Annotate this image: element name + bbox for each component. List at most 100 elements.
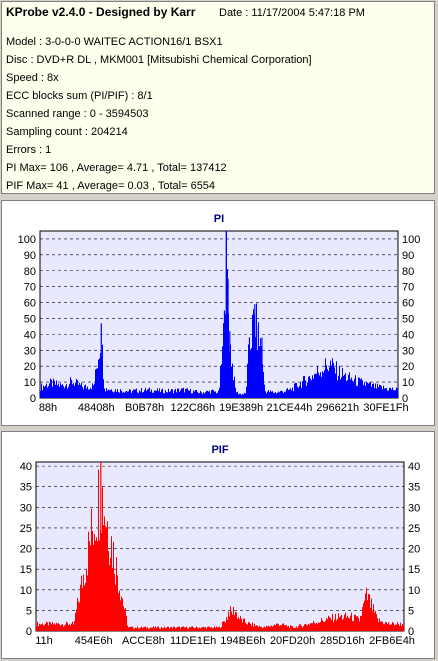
pi-ytick-right: 10 [402,377,414,389]
pif-bar [183,626,184,631]
pif-xtick: 194BE6h [220,635,265,647]
pi-bar [370,382,371,398]
pi-bar [344,374,345,398]
pif-bar [248,621,249,631]
pif-bar [379,618,380,631]
pi-bar [195,390,196,398]
pif-bar [99,540,100,631]
pi-ytick-right: 80 [402,266,414,278]
pi-xtick: 88h [39,402,57,414]
pi-bar [148,388,149,398]
pif-bar [139,628,140,631]
pif-bar [64,625,65,631]
pi-bar [324,370,325,398]
pi-bar [349,372,350,398]
pi-bar [276,393,277,398]
pi-bar [137,392,138,398]
pif-bar [196,626,197,631]
pif-bar [249,622,250,631]
pif-bar [357,616,358,631]
pi-bar [225,314,226,398]
pif-bar [81,575,82,631]
pi-bar [278,391,279,398]
pi-bar [267,391,268,398]
pi-bar [50,378,51,398]
pi-bar [266,393,267,398]
pif-bar [198,628,199,631]
pif-bar [118,593,119,631]
pif-bar [377,618,378,631]
pi-bar [243,394,244,398]
pif-bar [47,622,48,631]
pi-bar [354,378,355,398]
pif-bar [214,626,215,631]
pi-bar [250,349,251,398]
pi-bar [307,382,308,398]
pif-bar [120,600,121,631]
pif-ytick-left: 40 [20,461,32,473]
pi-bar [318,372,319,398]
pi-bar [264,384,265,398]
pi-bar [328,371,329,398]
pif-bar [182,626,183,631]
pif-bar [94,534,95,631]
pif-bar [255,625,256,631]
pif-bar [231,611,232,631]
pi-bar [149,387,150,398]
pi-ytick-left: 10 [24,377,36,389]
pi-bar [289,389,290,398]
pi-bar [40,391,41,398]
pi-bar [58,383,59,398]
pif-bar [140,627,141,631]
speed-line: Speed : 8x [6,72,59,84]
pi-ytick-right: 40 [402,329,414,341]
pif-bar [75,612,76,631]
pi-bar [342,368,343,398]
pi-xtick: 296621h [316,402,359,414]
pif-bar [291,625,292,631]
pif-bar [269,626,270,631]
pif-bar [264,626,265,631]
pi-bar [306,385,307,398]
pif-bar [137,626,138,631]
pif-bar [54,623,55,631]
pi-bar [383,385,384,398]
pif-bar [102,487,103,631]
pi-bar [177,388,178,398]
pi-bar [268,390,269,398]
pi-bar [99,358,100,398]
pif-bar [93,544,94,631]
pif-bar [171,626,172,631]
pif-bar [294,628,295,631]
pi-bar [205,392,206,398]
pi-bar [299,385,300,398]
pi-bar [126,391,127,398]
pi-bar [52,386,53,398]
pif-bar [232,614,233,631]
pi-bar [142,392,143,398]
pi-bar [256,303,257,398]
pi-bar [388,390,389,398]
pif-bar [259,625,260,631]
pif-bar [221,627,222,631]
pif-bar [164,626,165,631]
pif-xtick: 11DE1Eh [170,635,216,647]
pi-ytick-left: 80 [24,266,36,278]
pi-bar [64,388,65,398]
pi-bar [297,386,298,398]
pi-bar [396,387,397,398]
pi-bar [161,389,162,398]
pif-bar [191,626,192,631]
pif-bar [381,621,382,631]
pi-ytick-right: 0 [402,393,408,405]
pif-bar [239,619,240,631]
pi-bar [309,375,310,398]
pif-bar [369,594,370,631]
pif-bar [374,612,375,631]
pi-bar [312,375,313,398]
pif-bar [371,598,372,631]
pif-ytick-right: 5 [408,605,414,617]
pif-bar [227,619,228,631]
pif-bar [113,541,114,631]
pif-bar [356,616,357,631]
